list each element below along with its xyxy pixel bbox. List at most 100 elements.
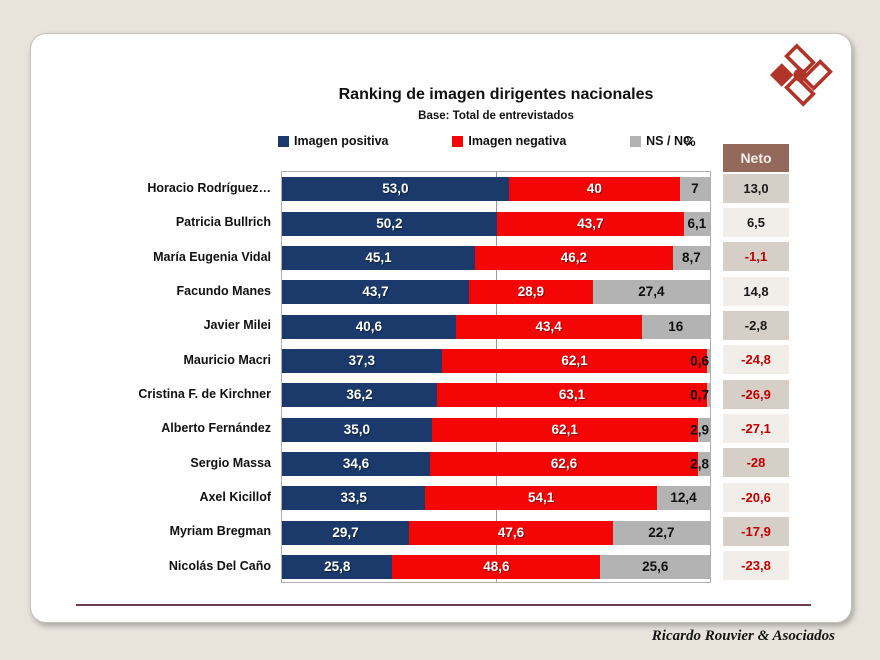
bar-segment-nsnc: 7 <box>680 177 710 202</box>
bar-value-label: 62,6 <box>550 456 578 472</box>
bar-value-label: 43,4 <box>535 318 562 334</box>
neto-cell: -26,9 <box>723 379 789 409</box>
neto-column-header: Neto <box>723 144 789 172</box>
bar-segment-nsnc: 8,7 <box>672 245 710 270</box>
row-label: Myriam Bregman <box>169 524 271 539</box>
bar-segment-negative: 43,7 <box>496 211 684 236</box>
bar-segment-negative: 46,2 <box>475 245 673 270</box>
legend-item-1: Imagen negativa <box>452 134 566 148</box>
bar-segment-positive: 43,7 <box>282 280 470 305</box>
legend-swatch-icon <box>278 135 289 147</box>
neto-cell: -2,8 <box>723 311 789 340</box>
bar-segment-negative: 47,6 <box>409 520 613 545</box>
bar-segment-nsnc: 6,1 <box>683 211 710 236</box>
bar-value-label: 50,2 <box>376 215 403 231</box>
neto-cell: -23,8 <box>723 551 789 581</box>
rouvier-logo-icon <box>759 43 841 112</box>
neto-cell: -28 <box>723 448 789 478</box>
bar-value-label: 25,8 <box>324 559 351 575</box>
bar-segment-positive: 50,2 <box>282 211 497 236</box>
bar-value-label: 40,6 <box>355 318 383 334</box>
footer-credit: Ricardo Rouvier & Asociados <box>651 628 835 644</box>
bar-segment-negative: 62,1 <box>431 417 698 442</box>
bar-value-label: 27,4 <box>638 284 665 300</box>
legend-swatch-icon <box>630 135 642 147</box>
bar-segment-negative: 40 <box>508 177 681 202</box>
row-label: Nicolás Del Caño <box>168 558 271 573</box>
bar-row: 40,6 43,4 16 <box>282 314 710 339</box>
bar-segment-positive: 35,0 <box>282 417 432 442</box>
bar-value-label: 29,7 <box>332 524 359 540</box>
bar-row: 53,0 40 7 <box>282 177 710 202</box>
row-label: María Eugenia Vidal <box>153 249 271 264</box>
bar-row: 50,2 43,7 6,1 <box>282 211 710 236</box>
bar-segment-positive: 40,6 <box>282 314 456 339</box>
bar-value-label: 46,2 <box>560 250 588 266</box>
neto-cell: 14,8 <box>723 276 789 306</box>
neto-cell: -1,1 <box>723 242 789 272</box>
bar-value-label: 35,0 <box>343 421 371 437</box>
logo-shapes <box>769 43 833 107</box>
chart-legend: Imagen positiva Imagen negativa NS / NC <box>278 134 692 148</box>
row-label: Cristina F. de Kirchner <box>138 387 271 402</box>
bar-value-label: 34,6 <box>342 456 370 472</box>
bar-segment-positive: 37,3 <box>282 348 442 373</box>
row-label: Axel Kicillof <box>199 490 271 505</box>
bar-segment-positive: 36,2 <box>282 383 437 408</box>
neto-cell: -20,6 <box>723 482 789 512</box>
neto-cell: 13,0 <box>723 173 789 203</box>
bar-segment-nsnc: 16 <box>641 314 710 339</box>
bar-value-label: 48,6 <box>483 559 510 575</box>
row-label: Alberto Fernández <box>161 421 271 436</box>
percent-axis-label: % <box>684 134 696 149</box>
neto-cell: -24,8 <box>723 345 789 375</box>
bar-segment-positive: 29,7 <box>282 520 410 545</box>
bar-value-label: 6,1 <box>687 215 707 231</box>
bar-value-label: 43,7 <box>362 284 389 300</box>
bar-value-label: 45,1 <box>365 250 392 266</box>
bar-value-label: 12,4 <box>670 490 697 506</box>
legend-label: Imagen positiva <box>294 134 389 148</box>
bar-value-label: 62,1 <box>561 353 588 369</box>
bar-value-label: 0,6 <box>690 353 709 369</box>
bar-segment-nsnc <box>707 348 710 373</box>
gridline-50-percent <box>496 172 497 582</box>
chart-subtitle: Base: Total de entrevistados <box>418 110 574 122</box>
bar-value-label: 63,1 <box>558 387 586 403</box>
footer-divider-line <box>76 604 811 606</box>
row-label: Sergio Massa <box>190 455 271 470</box>
bar-value-label: 62,1 <box>551 421 578 437</box>
bar-value-label: 47,6 <box>497 524 525 540</box>
bar-segment-negative: 48,6 <box>392 554 601 579</box>
row-label: Patricia Bullrich <box>175 215 271 230</box>
bar-value-label: 7 <box>691 181 699 197</box>
bar-segment-positive: 34,6 <box>282 451 431 476</box>
bar-segment-nsnc: 25,6 <box>600 554 710 579</box>
bar-value-label: 8,7 <box>681 250 701 266</box>
bar-row: 36,2 63,1 0,7 <box>282 383 710 408</box>
bar-segment-negative: 62,1 <box>441 348 708 373</box>
bar-segment-negative: 63,1 <box>436 383 707 408</box>
bar-value-label: 43,7 <box>577 215 604 231</box>
plot-area: 53,0 40 7 50,2 43,7 6,1 45,1 46,2 8,7 43,7 28,9 27,… <box>281 171 711 583</box>
legend-label: Imagen negativa <box>468 134 567 148</box>
chart-title: Ranking de imagen dirigentes nacionales <box>338 86 654 103</box>
bar-segment-positive: 53,0 <box>282 177 509 202</box>
bar-value-label: 53,0 <box>382 181 409 197</box>
bar-row: 43,7 28,9 27,4 <box>282 280 710 305</box>
bar-segment-nsnc: 12,4 <box>656 486 710 511</box>
bar-value-label: 2,9 <box>690 421 709 437</box>
bar-segment-positive: 45,1 <box>282 245 476 270</box>
bar-segment-negative: 62,6 <box>430 451 698 476</box>
legend-item-2: NS / NC <box>630 134 692 148</box>
bar-segment-nsnc: 22,7 <box>612 520 710 545</box>
row-label: Javier Milei <box>203 318 271 333</box>
legend-swatch-icon <box>452 135 464 147</box>
bar-row: 34,6 62,6 2,8 <box>282 451 710 476</box>
bar-segment-positive: 33,5 <box>282 486 426 511</box>
bar-value-label: 36,2 <box>346 387 373 403</box>
bar-segment-nsnc <box>698 451 710 476</box>
bar-segment-negative: 43,4 <box>455 314 642 339</box>
bar-value-label: 54,1 <box>528 490 555 506</box>
